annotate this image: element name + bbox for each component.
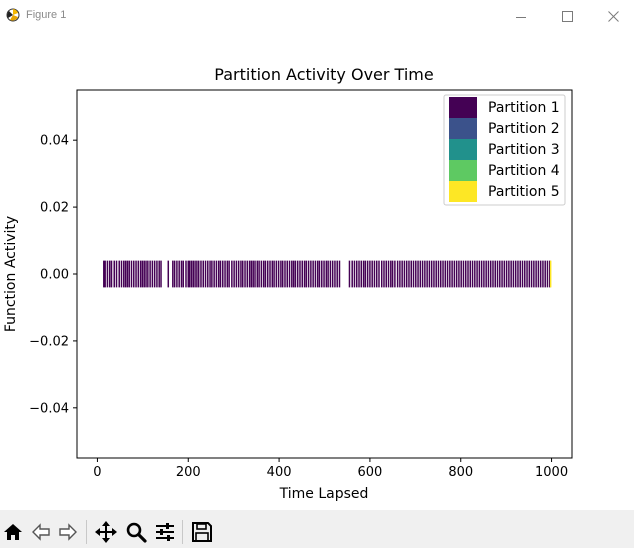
legend: Partition 1 Partition 2 Partition 3 Partiti…	[443, 94, 566, 206]
pan-button[interactable]	[93, 519, 119, 545]
maximize-button[interactable]	[544, 0, 590, 32]
forward-arrow-icon	[59, 523, 77, 541]
chart-title: Partition Activity Over Time	[214, 65, 433, 84]
pan-move-icon	[95, 521, 117, 543]
save-floppy-icon	[192, 522, 212, 542]
legend-label-partition-2: Partition 2	[488, 121, 560, 137]
legend-swatch-partition-3	[449, 139, 477, 160]
legend-swatch-partition-1	[449, 97, 477, 118]
zoom-button[interactable]	[123, 519, 149, 545]
close-icon	[607, 10, 619, 22]
y-axis: 0.04 0.02 0.00 −0.02 −0.04	[29, 134, 77, 416]
legend-label-partition-3: Partition 3	[488, 142, 560, 158]
close-button[interactable]	[590, 0, 634, 32]
x-tick-label: 800	[448, 465, 473, 480]
configure-subplots-icon	[156, 523, 174, 541]
event-lines	[103, 260, 552, 288]
legend-swatch-partition-5	[449, 181, 477, 202]
event-plot: Partition Activity Over Time 0 200 400 600 8…	[3, 65, 573, 502]
forward-button[interactable]	[55, 519, 81, 545]
legend-label-partition-5: Partition 5	[488, 184, 560, 200]
legend-swatch-partition-2	[449, 118, 477, 139]
back-arrow-icon	[32, 523, 50, 541]
y-axis-label: Function Activity	[3, 216, 19, 332]
y-tick-label: 0.02	[40, 201, 69, 216]
matplotlib-figure-icon	[6, 8, 20, 22]
y-tick-label: 0.00	[40, 268, 69, 283]
configure-subplots-button[interactable]	[152, 519, 178, 545]
y-tick-label: 0.04	[40, 134, 69, 149]
legend-swatch-partition-4	[449, 160, 477, 181]
x-tick-label: 600	[357, 465, 382, 480]
home-icon	[4, 524, 22, 540]
x-tick-label: 400	[267, 465, 292, 480]
x-tick-label: 0	[93, 465, 101, 480]
x-tick-label: 200	[176, 465, 201, 480]
toolbar-separator	[86, 520, 87, 544]
window-title: Figure 1	[26, 9, 67, 21]
x-axis-label: Time Lapsed	[279, 486, 369, 502]
legend-label-partition-4: Partition 4	[488, 163, 560, 179]
maximize-icon	[561, 10, 573, 22]
save-button[interactable]	[189, 519, 215, 545]
window-titlebar: Figure 1	[0, 0, 634, 32]
figure-canvas[interactable]: Partition Activity Over Time 0 200 400 600 8…	[0, 32, 634, 510]
navigation-toolbar	[0, 510, 634, 548]
y-tick-label: −0.04	[29, 401, 69, 416]
zoom-magnifier-icon	[126, 522, 147, 543]
home-button[interactable]	[0, 519, 26, 545]
x-axis: 0 200 400 600 800 1000	[93, 458, 568, 480]
legend-label-partition-1: Partition 1	[488, 100, 560, 116]
x-tick-label: 1000	[535, 465, 568, 480]
back-button[interactable]	[28, 519, 54, 545]
minimize-button[interactable]	[498, 0, 544, 32]
y-tick-label: −0.02	[29, 334, 69, 349]
minimize-icon	[516, 16, 526, 18]
toolbar-separator	[182, 520, 183, 544]
